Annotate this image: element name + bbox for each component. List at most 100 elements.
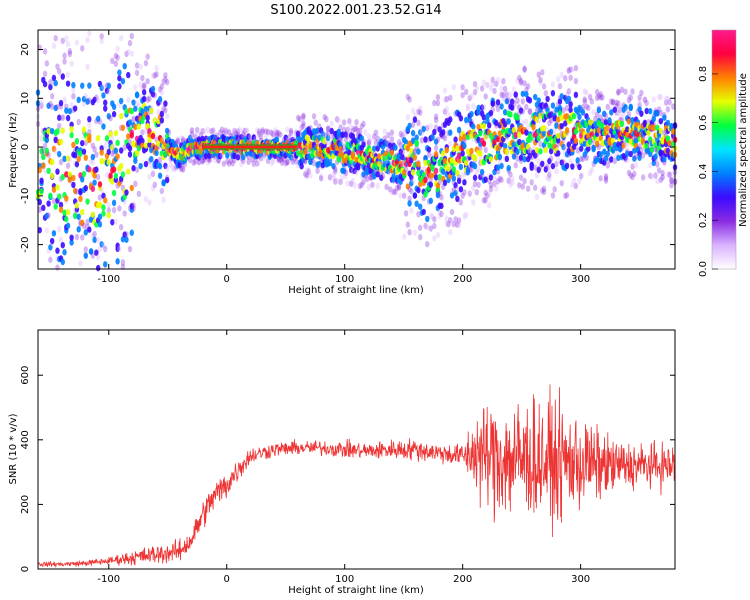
spectrogram-cell — [69, 101, 74, 109]
spectrogram-cell — [39, 188, 44, 195]
spectrogram-cell — [600, 122, 605, 129]
spectrogram-cell — [533, 93, 538, 101]
spectrogram-cell — [536, 97, 541, 104]
page-title: S100.2022.001.23.52.G14 — [270, 3, 441, 18]
spectrogram-cell — [515, 77, 520, 84]
spectrogram-cell — [665, 106, 671, 113]
spectrogram-cell — [262, 151, 267, 159]
spectrogram-cell — [322, 132, 327, 139]
spectrogram-cell — [225, 152, 230, 159]
spectrogram-cell — [525, 143, 531, 151]
spectrogram-cell — [115, 139, 120, 147]
spectrogram-cell — [548, 128, 554, 136]
spectrogram-cell — [295, 149, 301, 157]
spectrogram-cell — [200, 135, 205, 143]
spectrogram-cell — [474, 84, 480, 92]
spectrogram-cell — [405, 93, 411, 101]
spectrogram-cell — [506, 177, 511, 184]
spectrogram-cell — [108, 172, 113, 180]
spectrogram-cell — [57, 150, 62, 158]
spectrogram-cell — [412, 148, 418, 156]
spectrogram-cell — [554, 168, 559, 175]
spectrogram-cell — [87, 30, 92, 37]
spectrogram-cell — [69, 125, 74, 133]
spectrogram-cell — [110, 150, 115, 157]
spectrogram-cell — [483, 146, 488, 154]
spectrogram-cell — [104, 87, 110, 94]
spectrogram-cell — [127, 39, 133, 47]
spectrogram-cell — [232, 152, 237, 160]
spectrogram-cell — [564, 104, 570, 112]
spectrogram-cell — [95, 115, 101, 122]
spectrogram-cell — [531, 124, 536, 131]
spectrogram-cell — [134, 62, 140, 69]
spectrogram-cell — [37, 166, 42, 174]
spectrogram-cell — [46, 200, 51, 207]
spectrogram-cell — [175, 138, 180, 145]
spectrogram-cell — [416, 211, 421, 218]
spectrogram-cell — [644, 107, 649, 115]
spectrogram-cell — [99, 33, 104, 40]
spectrogram-cell — [51, 145, 57, 153]
spectrogram-cell — [398, 130, 403, 138]
spectrogram-cell — [357, 128, 363, 136]
spectrogram-cell — [511, 100, 517, 107]
spectrogram-cell — [464, 211, 469, 219]
spectrogram-cell — [577, 163, 582, 171]
spectrogram-cell — [662, 129, 667, 137]
spectrogram-cell — [610, 98, 616, 106]
spectrogram-cell — [598, 175, 603, 182]
spectrogram-cell — [389, 129, 395, 136]
spectrogram-cell — [449, 157, 455, 164]
spectrogram-cell — [543, 146, 549, 154]
y-tick-label: -10 — [20, 188, 31, 204]
spectrogram-cell — [563, 145, 568, 152]
spectrogram-cell — [547, 175, 552, 183]
spectrogram-cell — [122, 62, 127, 70]
spectrogram-cell — [65, 71, 71, 78]
spectrogram-cell — [658, 150, 664, 157]
spectrogram-cell — [515, 97, 520, 104]
spectrogram-cell — [534, 172, 540, 179]
spectrogram-cell — [616, 154, 621, 162]
spectrogram-cell — [64, 35, 69, 42]
spectrogram-cell — [53, 147, 58, 155]
spectrogram-cell — [375, 135, 380, 142]
spectrogram-cell — [402, 128, 407, 136]
spectrogram-cell — [336, 117, 342, 124]
spectrogram-cell — [584, 155, 589, 162]
spectrogram-cell — [579, 155, 584, 163]
spectrogram-cell — [207, 157, 212, 164]
x-tick-label: 100 — [335, 574, 354, 585]
spectrogram-cell — [557, 104, 563, 112]
spectrogram-cell — [527, 147, 533, 154]
spectrogram-cell — [373, 139, 379, 146]
spectrogram-cell — [311, 160, 317, 167]
spectrogram-cell — [616, 89, 621, 96]
spectrogram-cell — [62, 52, 67, 59]
spectrogram-cell — [92, 236, 97, 244]
spectrogram-cell — [345, 180, 350, 187]
spectrogram-cell — [428, 172, 434, 179]
spectrogram-cell — [159, 137, 165, 144]
spectrogram-cell — [487, 122, 492, 129]
spectrogram-cell — [387, 142, 393, 149]
spectrogram-cell — [660, 173, 665, 180]
spectrogram-cell — [327, 159, 333, 167]
spectrogram-cell — [448, 216, 453, 224]
spectrogram-cell — [80, 139, 85, 147]
spectrogram-cell — [288, 127, 294, 135]
spectrogram-cell — [80, 82, 85, 89]
spectrogram-cell — [515, 102, 520, 109]
spectrogram-cell — [65, 40, 71, 48]
spectrogram-cell — [591, 109, 596, 116]
spectrogram-cell — [44, 227, 50, 234]
spectrogram-cell — [141, 95, 147, 103]
spectrogram-cell — [520, 183, 526, 190]
spectrogram-cell — [394, 184, 400, 191]
spectrogram-cell — [441, 129, 446, 136]
spectrogram-cell — [633, 137, 639, 145]
spectrogram-cell — [55, 247, 60, 254]
spectrogram-cell — [256, 128, 262, 135]
spectrogram-cell — [58, 236, 64, 243]
